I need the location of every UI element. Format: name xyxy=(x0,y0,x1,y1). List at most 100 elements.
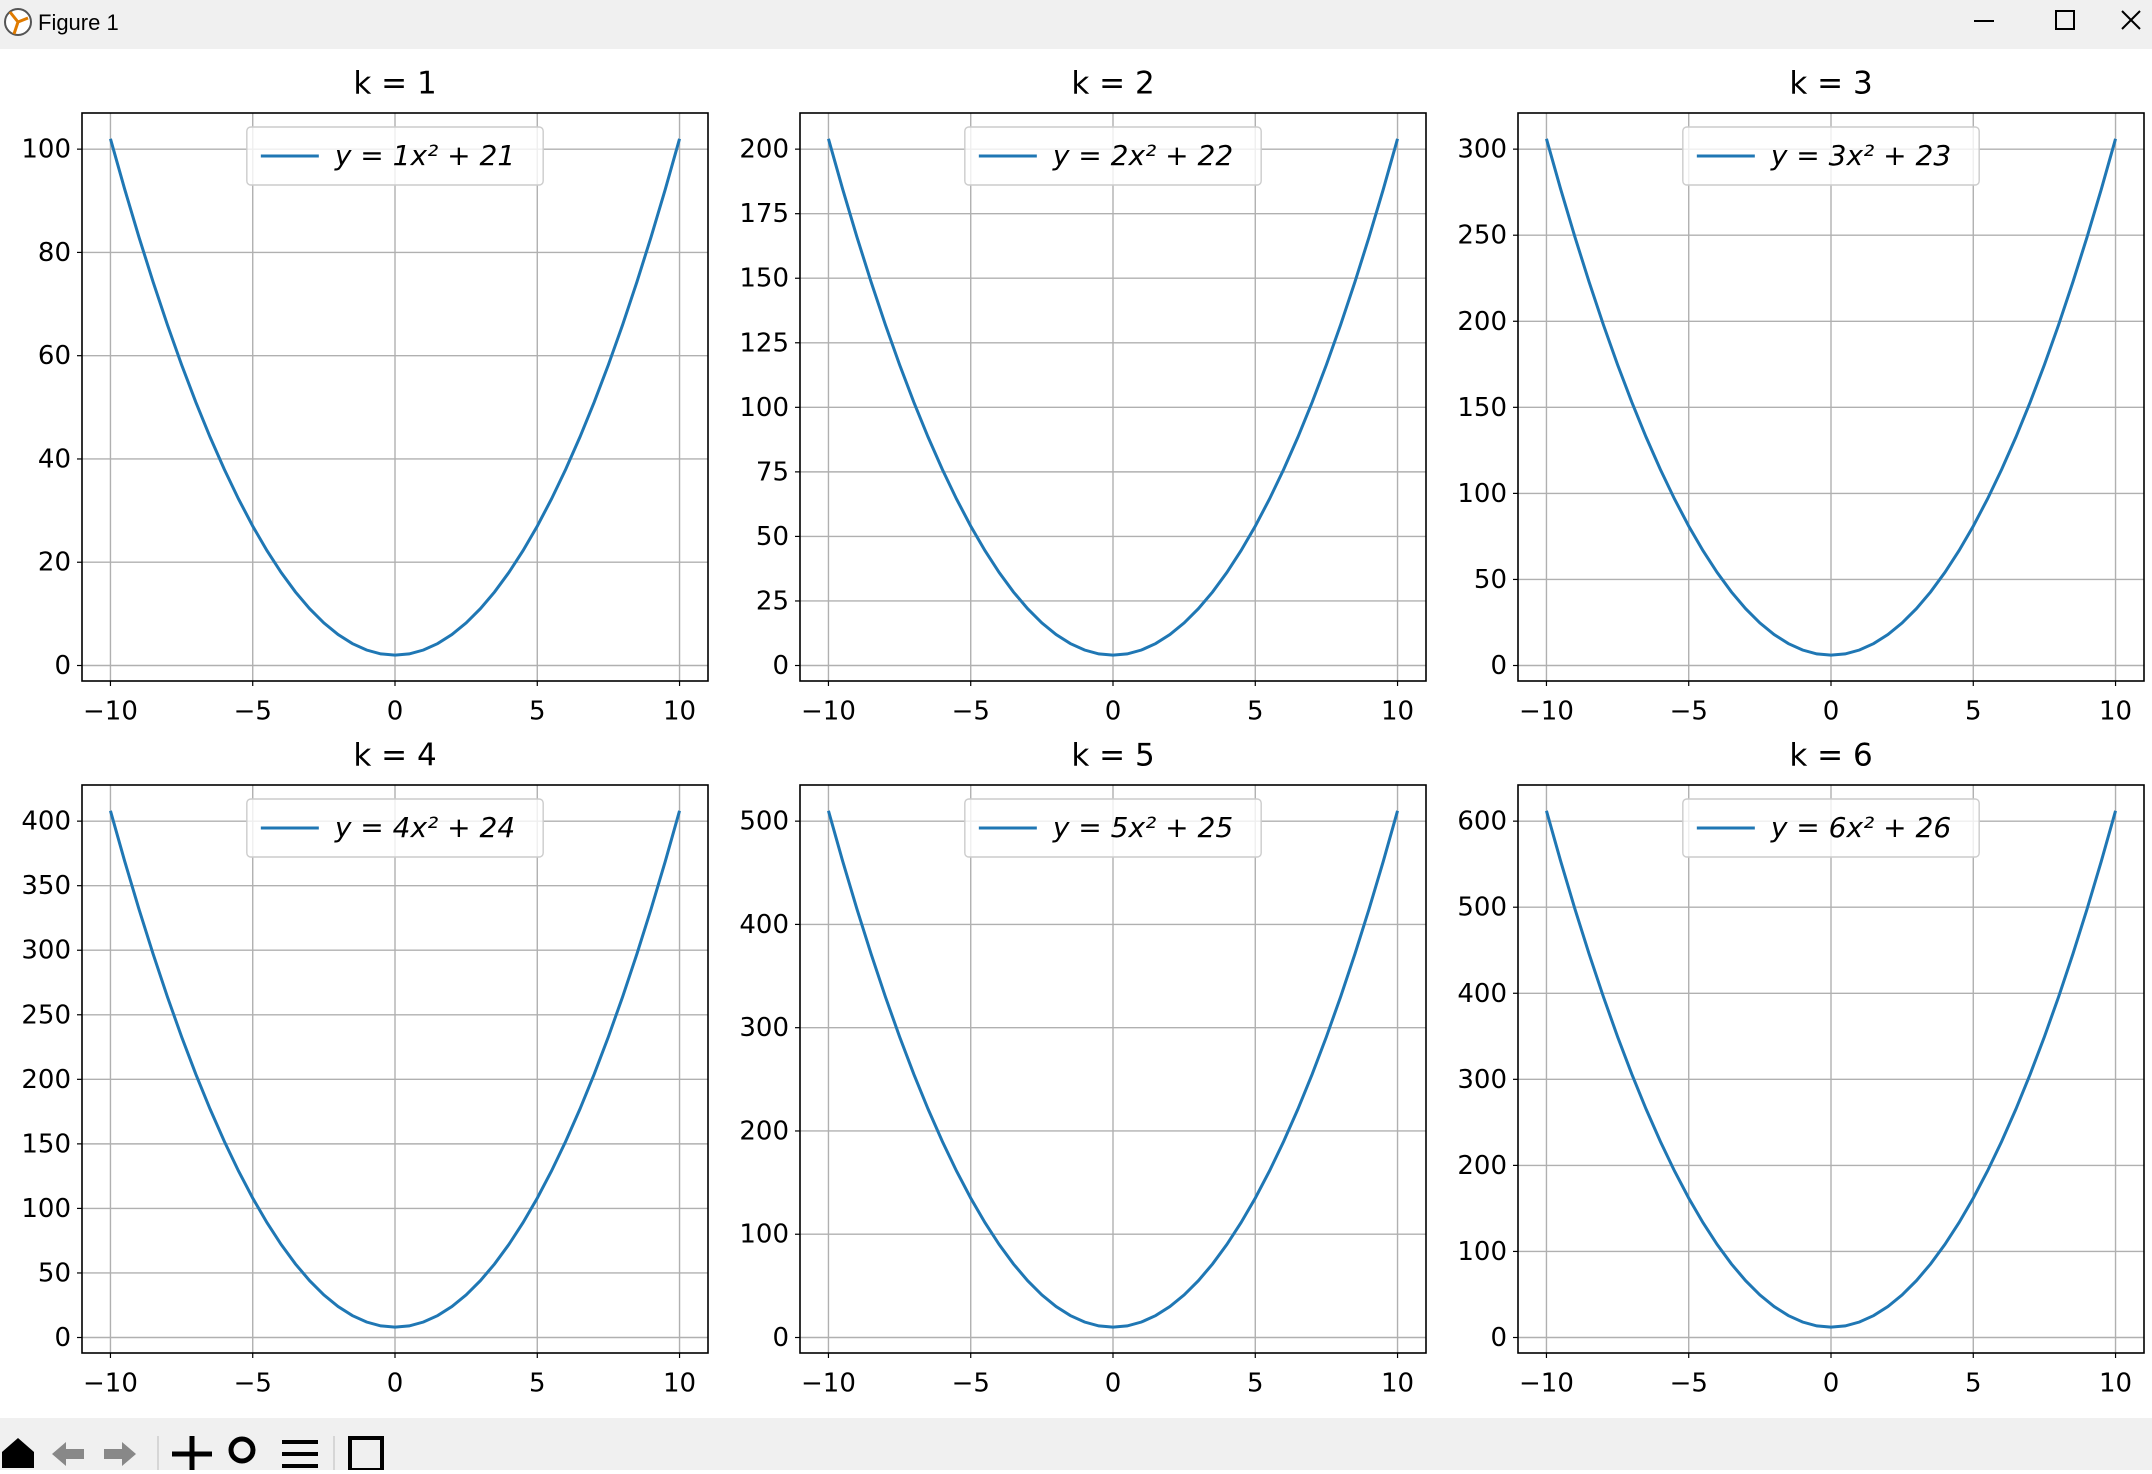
x-tick-label: 5 xyxy=(529,697,546,727)
y-tick-label: 0 xyxy=(54,1323,71,1353)
y-tick-label: 100 xyxy=(21,1194,71,1224)
data-line xyxy=(109,138,681,657)
legend-label: y = 3x² + 23 xyxy=(1770,139,1951,172)
app-icon xyxy=(4,8,32,36)
x-tick-label: 0 xyxy=(387,1369,404,1399)
window-controls[interactable] xyxy=(1952,0,2152,49)
y-tick-label: 300 xyxy=(739,1013,789,1043)
y-tick-label: 0 xyxy=(772,651,789,681)
pan-button[interactable] xyxy=(172,1436,212,1470)
legend: y = 2x² + 22 xyxy=(964,126,1262,186)
y-tick-label: 400 xyxy=(1457,979,1507,1009)
x-tick-label: −5 xyxy=(952,1369,990,1399)
legend-label: y = 5x² + 25 xyxy=(1052,811,1233,844)
x-tick-label: 10 xyxy=(1381,1369,1414,1399)
y-tick-label: 60 xyxy=(38,341,71,371)
legend-label: y = 4x² + 24 xyxy=(334,811,515,844)
y-tick-label: 150 xyxy=(1457,393,1507,423)
chart-title: k = 3 xyxy=(1789,66,1872,102)
y-tick-label: 200 xyxy=(1457,1151,1507,1181)
y-tick-label: 150 xyxy=(21,1129,71,1159)
toolbar-icons[interactable] xyxy=(0,1418,400,1472)
y-tick-label: 200 xyxy=(739,135,789,165)
x-tick-label: −10 xyxy=(83,1369,138,1399)
x-tick-label: 0 xyxy=(1105,697,1122,727)
x-tick-label: −5 xyxy=(234,1369,272,1399)
y-tick-label: 0 xyxy=(54,651,71,681)
y-tick-label: 200 xyxy=(21,1065,71,1095)
y-tick-label: 50 xyxy=(38,1258,71,1288)
axes-frame xyxy=(799,112,1427,682)
close[interactable] xyxy=(2121,10,2141,30)
maximize[interactable] xyxy=(2055,10,2075,30)
chart-title: k = 1 xyxy=(353,66,436,102)
legend: y = 5x² + 25 xyxy=(964,798,1262,858)
y-tick-label: 250 xyxy=(1457,221,1507,251)
x-tick-label: −10 xyxy=(1519,1369,1574,1399)
y-tick-label: 0 xyxy=(772,1323,789,1353)
back-button[interactable] xyxy=(52,1442,84,1466)
forward-button[interactable] xyxy=(104,1442,136,1466)
chart-title: k = 6 xyxy=(1789,738,1872,774)
x-tick-label: 0 xyxy=(1105,1369,1122,1399)
axes-frame xyxy=(81,112,709,682)
legend: y = 4x² + 24 xyxy=(246,798,544,858)
x-tick-label: 0 xyxy=(1823,1369,1840,1399)
y-tick-label: 0 xyxy=(1490,651,1507,681)
zoom-button[interactable] xyxy=(228,1436,256,1464)
y-tick-label: 40 xyxy=(38,444,71,474)
title-bar: Figure 1 xyxy=(0,0,2152,49)
legend: y = 3x² + 23 xyxy=(1682,126,1980,186)
y-tick-label: 100 xyxy=(739,1220,789,1250)
x-tick-label: −10 xyxy=(801,1369,856,1399)
x-tick-label: 10 xyxy=(663,1369,696,1399)
data-line xyxy=(1545,810,2117,1329)
x-tick-label: −10 xyxy=(801,697,856,727)
toolbar xyxy=(0,1418,2152,1472)
x-tick-label: −5 xyxy=(1670,697,1708,727)
legend-box xyxy=(964,798,1262,858)
x-tick-label: −10 xyxy=(83,697,138,727)
y-tick-label: 75 xyxy=(756,457,789,487)
y-tick-label: 300 xyxy=(1457,1065,1507,1095)
y-tick-label: 500 xyxy=(1457,893,1507,923)
data-line xyxy=(827,810,1399,1329)
y-tick-label: 200 xyxy=(739,1116,789,1146)
x-tick-label: 10 xyxy=(1381,697,1414,727)
x-tick-label: 10 xyxy=(663,697,696,727)
legend-label: y = 6x² + 26 xyxy=(1770,811,1951,844)
axes-frame xyxy=(1517,112,2145,682)
axes-frame xyxy=(799,784,1427,1354)
y-tick-label: 25 xyxy=(756,586,789,616)
legend-label: y = 1x² + 21 xyxy=(334,139,515,172)
legend-box xyxy=(964,126,1262,186)
y-tick-label: 100 xyxy=(739,393,789,423)
x-tick-label: 5 xyxy=(1965,1369,1982,1399)
x-tick-label: 0 xyxy=(1823,697,1840,727)
y-tick-label: 400 xyxy=(21,807,71,837)
configure-button[interactable] xyxy=(282,1440,318,1468)
legend-box xyxy=(1682,798,1980,858)
data-line xyxy=(827,138,1399,657)
y-tick-label: 300 xyxy=(1457,135,1507,165)
window-title: Figure 1 xyxy=(38,10,119,35)
data-line xyxy=(1545,138,2117,657)
y-tick-label: 50 xyxy=(1474,565,1507,595)
y-tick-label: 175 xyxy=(739,199,789,229)
y-tick-label: 300 xyxy=(21,936,71,966)
legend-box xyxy=(246,798,544,858)
x-tick-label: −5 xyxy=(1670,1369,1708,1399)
y-tick-label: 200 xyxy=(1457,307,1507,337)
x-tick-label: 5 xyxy=(1965,697,1982,727)
y-tick-label: 250 xyxy=(21,1000,71,1030)
chart-title: k = 5 xyxy=(1071,738,1154,774)
x-tick-label: −10 xyxy=(1519,697,1574,727)
save-button[interactable] xyxy=(348,1436,384,1472)
legend: y = 6x² + 26 xyxy=(1682,798,1980,858)
y-tick-label: 350 xyxy=(21,871,71,901)
home-button[interactable] xyxy=(2,1438,34,1468)
x-tick-label: −5 xyxy=(234,697,272,727)
y-tick-label: 600 xyxy=(1457,807,1507,837)
